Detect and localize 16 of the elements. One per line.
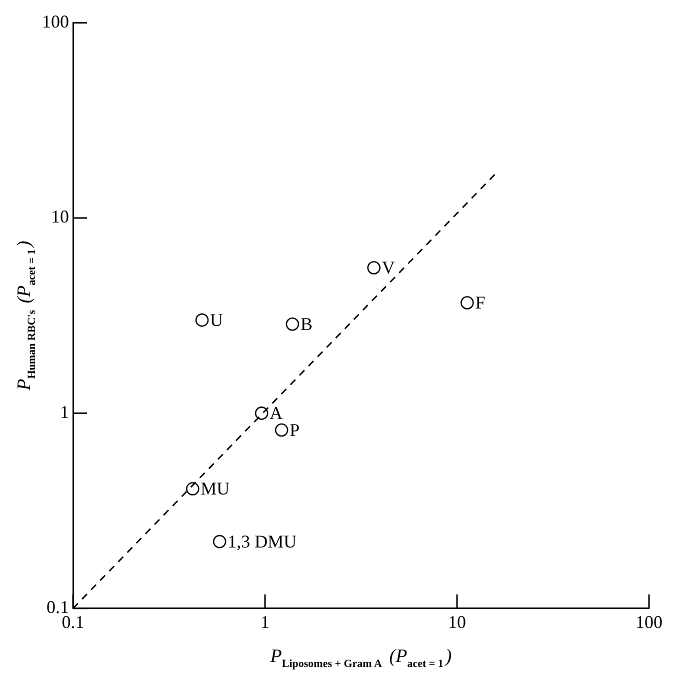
- annotation: V: [382, 257, 395, 278]
- annotation: P: [290, 420, 300, 440]
- annotation: U: [210, 310, 224, 330]
- x-tick-label: 1: [260, 612, 270, 632]
- y-tick-label: 100: [42, 12, 69, 32]
- annotation: F: [475, 292, 486, 312]
- y-tick-label: 10: [51, 206, 69, 227]
- y-axis-title: PHuman RBC's (Pacet = 1): [14, 240, 38, 392]
- y-tick-label: 1: [60, 402, 69, 422]
- y-tick-label: 0.1: [46, 597, 69, 618]
- annotation: 1,3 DMU: [228, 531, 297, 552]
- annotation: MU: [200, 478, 230, 499]
- x-tick-label: 10: [448, 612, 466, 632]
- annotation: B: [300, 314, 312, 334]
- x-tick-label: 100: [636, 612, 662, 632]
- annotation: A: [270, 402, 283, 423]
